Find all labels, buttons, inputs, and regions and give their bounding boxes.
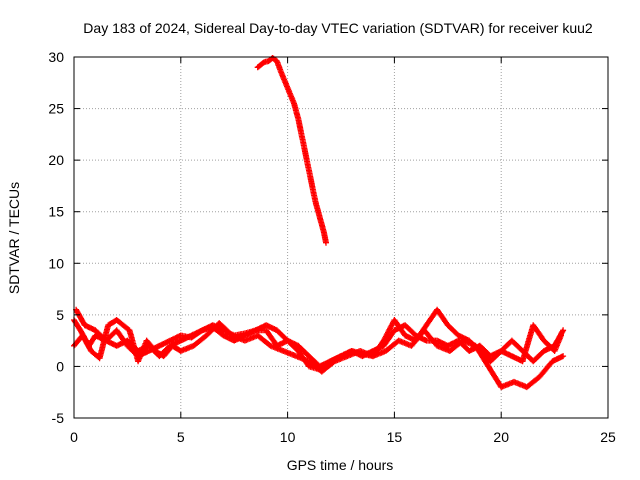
plot-frame: [73, 56, 609, 419]
y-tick-label: 5: [56, 307, 64, 323]
y-tick-label: -5: [52, 410, 65, 426]
y-tick-label: 20: [48, 152, 64, 168]
y-axis-label: SDTVAR / TECUs: [6, 182, 22, 294]
x-tick-label: 25: [600, 429, 616, 445]
series-markers: [254, 55, 329, 246]
y-tick-label: 15: [48, 204, 64, 220]
x-tick-label: 20: [493, 429, 509, 445]
series-markers: [73, 306, 564, 373]
y-tick-label: 25: [48, 101, 64, 117]
y-tick-label: 0: [56, 358, 64, 374]
x-tick-label: 10: [280, 429, 296, 445]
data-series: [71, 55, 567, 391]
series-high-track: [254, 55, 329, 246]
series-track-c: [73, 306, 564, 373]
grid-lines: [74, 57, 608, 418]
x-tick-label: 15: [387, 429, 403, 445]
y-tick-label: 30: [48, 49, 64, 65]
y-tick-label: 10: [48, 255, 64, 271]
chart-title: Day 183 of 2024, Sidereal Day-to-day VTE…: [83, 20, 593, 36]
series-markers: [71, 306, 567, 370]
x-axis-label: GPS time / hours: [287, 457, 394, 473]
series-track-a: [71, 306, 567, 370]
axis-ticks: 0 5 10 15 20 25 -5 0 5 10 15 20 25 30: [48, 49, 616, 445]
x-tick-label: 0: [70, 429, 78, 445]
x-tick-label: 5: [177, 429, 185, 445]
